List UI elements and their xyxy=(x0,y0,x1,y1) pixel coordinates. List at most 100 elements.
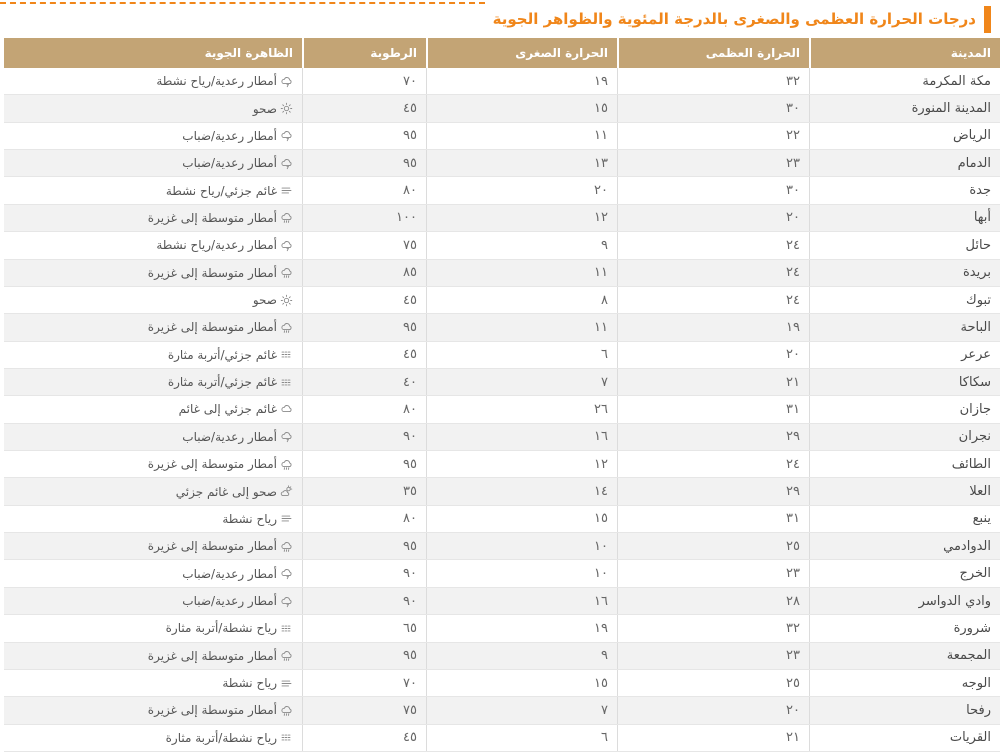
city-cell: عرعر xyxy=(809,341,1000,368)
max-temp-cell: ٢٣ xyxy=(617,560,809,587)
table-row: الخرج ٢٣ ١٠ ٩٠ أمطار رعدية/ضباب xyxy=(4,560,1000,588)
city-cell: تبوك xyxy=(809,286,1000,314)
phenomenon-label: أمطار متوسطة إلى غزيرة xyxy=(147,648,277,663)
phenomenon-label: أمطار رعدية/رياح نشطة xyxy=(156,238,277,253)
dust-icon xyxy=(280,731,293,744)
max-temp-cell: ٣١ xyxy=(617,505,809,533)
table-body: مكة المكرمة ٣٢ ١٩ ٧٠ أمطار رعدية/رياح نش… xyxy=(4,68,1000,752)
phenomenon-label: أمطار رعدية/ضباب xyxy=(182,128,277,143)
humidity-cell: ٩٥ xyxy=(302,150,426,177)
phenomenon-cell: أمطار متوسطة إلى غزيرة xyxy=(4,533,302,559)
min-temp-cell: ٦ xyxy=(426,724,617,751)
table-row: الرياض ٢٢ ١١ ٩٥ أمطار رعدية/ضباب xyxy=(4,122,1000,151)
wind-icon xyxy=(280,512,293,525)
phenomenon-cell: أمطار رعدية/رياح نشطة xyxy=(4,68,302,94)
phenomenon-label: غائم جزئي/أتربة مثارة xyxy=(167,347,277,362)
city-cell: المدينة المنورة xyxy=(809,95,1000,122)
humidity-cell: ٨٠ xyxy=(302,396,426,423)
humidity-cell: ٧٠ xyxy=(302,669,426,697)
humidity-cell: ٧٥ xyxy=(302,697,426,724)
phenomenon-label: صحو إلى غائم جزئي xyxy=(175,484,277,499)
header-phenomenon: الظاهرة الجوية xyxy=(204,46,293,60)
page-title: درجات الحرارة العظمى والصغرى بالدرجة الم… xyxy=(492,10,976,28)
weather-table: المدينة الحرارة العظمى الحرارة الصغرى ال… xyxy=(4,38,1000,752)
min-temp-cell: ٦ xyxy=(426,341,617,368)
phenomenon-label: أمطار متوسطة إلى غزيرة xyxy=(147,210,277,225)
min-temp-cell: ١١ xyxy=(426,314,617,341)
phenomenon-label: رياح نشطة xyxy=(222,676,277,691)
table-row: نجران ٢٩ ١٦ ٩٠ أمطار رعدية/ضباب xyxy=(4,423,1000,452)
humidity-cell: ٨٠ xyxy=(302,505,426,533)
city-cell: سكاكا xyxy=(809,368,1000,396)
phenomenon-label: أمطار متوسطة إلى غزيرة xyxy=(147,320,277,335)
city-cell: شرورة xyxy=(809,615,1000,642)
humidity-cell: ٩٥ xyxy=(302,451,426,478)
phenomenon-cell: أمطار متوسطة إلى غزيرة xyxy=(4,314,302,340)
table-row: أبها ٢٠ ١٢ ١٠٠ أمطار متوسطة إلى غزيرة xyxy=(4,204,1000,233)
city-cell: الوجه xyxy=(809,669,1000,697)
phenomenon-cell: أمطار متوسطة إلى غزيرة xyxy=(4,260,302,286)
city-cell: الطائف xyxy=(809,451,1000,478)
sun-icon xyxy=(280,102,293,115)
phenomenon-cell: غائم جزئي/أتربة مثارة xyxy=(4,369,302,395)
max-temp-cell: ٢٥ xyxy=(617,669,809,697)
max-temp-cell: ٢٤ xyxy=(617,259,809,286)
phenomenon-cell: صحو xyxy=(4,95,302,121)
max-temp-cell: ٢٠ xyxy=(617,697,809,724)
min-temp-cell: ١٦ xyxy=(426,587,617,615)
table-header-row: المدينة الحرارة العظمى الحرارة الصغرى ال… xyxy=(4,38,1000,68)
min-temp-cell: ١٩ xyxy=(426,615,617,642)
phenomenon-label: أمطار رعدية/ضباب xyxy=(182,156,277,171)
phenomenon-cell: أمطار متوسطة إلى غزيرة xyxy=(4,205,302,231)
table-row: الوجه ٢٥ ١٥ ٧٠ رياح نشطة xyxy=(4,669,1000,698)
city-cell: المجمعة xyxy=(809,642,1000,669)
table-row: الباحة ١٩ ١١ ٩٥ أمطار متوسطة إلى غزيرة xyxy=(4,314,1000,342)
max-temp-cell: ٣٠ xyxy=(617,95,809,122)
humidity-cell: ٩٥ xyxy=(302,642,426,669)
phenomenon-cell: غائم جزئي إلى غائم xyxy=(4,396,302,422)
dust-icon xyxy=(280,348,293,361)
table-row: الدوادمي ٢٥ ١٠ ٩٥ أمطار متوسطة إلى غزيرة xyxy=(4,533,1000,561)
phenomenon-cell: غائم جزئي/أتربة مثارة xyxy=(4,342,302,368)
humidity-cell: ٨٥ xyxy=(302,259,426,286)
table-row: العلا ٢٩ ١٤ ٣٥ صحو إلى غائم جزئي xyxy=(4,478,1000,506)
phenomenon-cell: أمطار رعدية/ضباب xyxy=(4,424,302,450)
rain-icon xyxy=(280,321,293,334)
storm-icon xyxy=(280,430,293,443)
max-temp-cell: ٢١ xyxy=(617,724,809,751)
max-temp-cell: ٢٠ xyxy=(617,204,809,232)
humidity-cell: ٤٥ xyxy=(302,95,426,122)
storm-icon xyxy=(280,129,293,142)
min-temp-cell: ١٢ xyxy=(426,204,617,232)
min-temp-cell: ١٥ xyxy=(426,95,617,122)
sun-icon xyxy=(280,294,293,307)
humidity-cell: ٩٠ xyxy=(302,423,426,451)
city-cell: الدمام xyxy=(809,150,1000,177)
table-row: تبوك ٢٤ ٨ ٤٥ صحو xyxy=(4,286,1000,315)
phenomenon-cell: أمطار رعدية/ضباب xyxy=(4,560,302,586)
max-temp-cell: ٣٠ xyxy=(617,177,809,204)
phenomenon-label: أمطار متوسطة إلى غزيرة xyxy=(147,539,277,554)
humidity-cell: ٩٥ xyxy=(302,122,426,150)
min-temp-cell: ١٦ xyxy=(426,423,617,451)
city-cell: ينبع xyxy=(809,505,1000,533)
min-temp-cell: ١٥ xyxy=(426,669,617,697)
min-temp-cell: ١٣ xyxy=(426,150,617,177)
humidity-cell: ٩٠ xyxy=(302,587,426,615)
rain-icon xyxy=(280,458,293,471)
phenomenon-label: أمطار رعدية/ضباب xyxy=(182,594,277,608)
phenomenon-cell: صحو إلى غائم جزئي xyxy=(4,478,302,504)
table-row: وادي الدواسر ٢٨ ١٦ ٩٠ أمطار رعدية/ضباب xyxy=(4,587,1000,616)
phenomenon-label: أمطار رعدية/رياح نشطة xyxy=(156,74,277,89)
humidity-cell: ٤٠ xyxy=(302,368,426,396)
max-temp-cell: ٢٥ xyxy=(617,533,809,560)
header-min-temp: الحرارة الصغرى xyxy=(426,38,617,68)
city-cell: وادي الدواسر xyxy=(809,587,1000,615)
phenomenon-label: أمطار متوسطة إلى غزيرة xyxy=(147,265,277,280)
min-temp-cell: ١٤ xyxy=(426,478,617,505)
table-row: بريدة ٢٤ ١١ ٨٥ أمطار متوسطة إلى غزيرة xyxy=(4,259,1000,287)
max-temp-cell: ٢٨ xyxy=(617,587,809,615)
storm-icon xyxy=(280,595,293,608)
min-temp-cell: ٢٠ xyxy=(426,177,617,204)
rain-icon xyxy=(280,211,293,224)
